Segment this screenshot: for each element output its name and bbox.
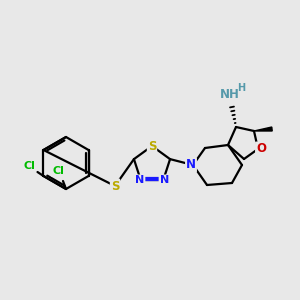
Text: H: H bbox=[237, 83, 245, 93]
Text: N: N bbox=[186, 158, 196, 172]
Text: N: N bbox=[135, 176, 145, 185]
Text: Cl: Cl bbox=[52, 166, 64, 176]
Polygon shape bbox=[254, 127, 272, 131]
Text: N: N bbox=[160, 176, 169, 185]
Text: S: S bbox=[148, 140, 156, 154]
Text: NH: NH bbox=[220, 88, 240, 100]
Text: S: S bbox=[111, 179, 119, 193]
Text: O: O bbox=[256, 142, 266, 155]
Text: Cl: Cl bbox=[23, 161, 35, 171]
